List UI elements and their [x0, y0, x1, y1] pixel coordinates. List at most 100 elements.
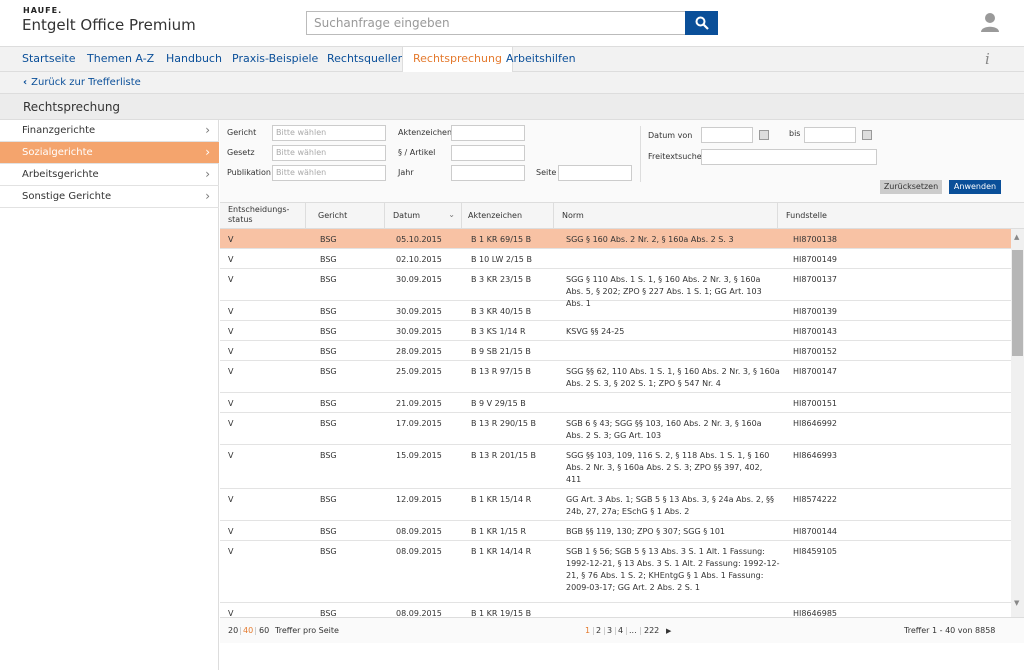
col-datum[interactable]: Datum ⌄: [385, 203, 462, 229]
user-avatar-icon[interactable]: [980, 12, 1000, 32]
page-4[interactable]: 4: [618, 626, 624, 635]
publikation-select[interactable]: Bitte wählen: [272, 165, 386, 181]
filter-panel: Gericht Bitte wählen Gesetz Bitte wählen…: [220, 120, 1024, 203]
table-scrollbar[interactable]: ▲ ▼: [1011, 229, 1024, 617]
cell-datum: 08.09.2015: [396, 547, 442, 556]
cell-norm: GG Art. 3 Abs. 1; SGB 5 § 13 Abs. 3, § 2…: [566, 495, 775, 516]
apply-button[interactable]: Anwenden: [949, 180, 1001, 194]
datum-bis-input[interactable]: [804, 127, 856, 143]
per-page-20[interactable]: 20: [228, 626, 239, 635]
cell-fundstelle: HI8700147: [793, 367, 838, 376]
bis-label: bis: [789, 129, 801, 138]
cell-aktenzeichen: B 3 KR 23/15 B: [471, 275, 532, 284]
jahr-input[interactable]: [451, 165, 525, 181]
back-to-results-link[interactable]: ‹ Zurück zur Trefferliste: [0, 72, 1024, 94]
page-2[interactable]: 2: [596, 626, 602, 635]
cell-gericht: BSG: [320, 547, 337, 556]
cell-status: V: [228, 419, 234, 428]
col-status[interactable]: Entscheidungs- status: [220, 203, 306, 229]
nav-themen[interactable]: Themen A-Z: [87, 52, 155, 65]
per-page-40[interactable]: 40: [243, 626, 254, 635]
col-fundstelle[interactable]: Fundstelle: [786, 211, 827, 220]
cell-fundstelle: HI8700143: [793, 327, 838, 336]
cell-aktenzeichen: B 3 KR 40/15 B: [471, 307, 532, 316]
table-row[interactable]: V BSG 28.09.2015 B 9 SB 21/15 B HI8700152: [220, 341, 1011, 361]
freitext-input[interactable]: [701, 149, 877, 165]
table-row[interactable]: V BSG 15.09.2015 B 13 R 201/15 B SGG §§ 103,…: [220, 445, 1011, 489]
sidebar-item-finanzgerichte[interactable]: Finanzgerichte ›: [0, 120, 219, 142]
cell-norm: SGG §§ 103, 109, 116 S. 2, § 118 Abs. 1 …: [566, 451, 770, 484]
table-row[interactable]: V BSG 08.09.2015 B 1 KR 1/15 R BGB §§ 119, 1…: [220, 521, 1011, 541]
cell-aktenzeichen: B 13 R 97/15 B: [471, 367, 531, 376]
cell-datum: 15.09.2015: [396, 451, 442, 460]
nav-rechtsprechung[interactable]: Rechtsprechung: [402, 47, 513, 72]
info-icon[interactable]: i: [985, 50, 990, 68]
cell-norm: SGB 1 § 56; SGB 5 § 13 Abs. 3 S. 1 Alt. …: [566, 547, 780, 592]
nav-rechtsquellen[interactable]: Rechtsquellen: [327, 52, 405, 65]
gericht-select[interactable]: Bitte wählen: [272, 125, 386, 141]
datum-von-input[interactable]: [701, 127, 753, 143]
cell-norm: SGG § 160 Abs. 2 Nr. 2, § 160a Abs. 2 S.…: [566, 235, 734, 244]
search-icon: [695, 16, 709, 30]
table-row[interactable]: V BSG 12.09.2015 B 1 KR 15/14 R GG Art. 3 Ab…: [220, 489, 1011, 521]
table-row[interactable]: V BSG 02.10.2015 B 10 LW 2/15 B HI8700149: [220, 249, 1011, 269]
col-aktenzeichen[interactable]: Aktenzeichen: [462, 203, 554, 229]
nav-startseite[interactable]: Startseite: [22, 52, 76, 65]
cell-norm: SGB 6 § 43; SGG §§ 103, 160 Abs. 2 Nr. 3…: [566, 419, 762, 440]
page-last[interactable]: 222: [644, 626, 660, 635]
table-row[interactable]: V BSG 25.09.2015 B 13 R 97/15 B SGG §§ 62, 1…: [220, 361, 1011, 393]
nav-praxis-beispiele[interactable]: Praxis-Beispiele: [232, 52, 319, 65]
nav-handbuch[interactable]: Handbuch: [166, 52, 222, 65]
search-input[interactable]: Suchanfrage eingeben: [306, 11, 686, 35]
cell-fundstelle: HI8700138: [793, 235, 838, 244]
nav-arbeitshilfen[interactable]: Arbeitshilfen: [506, 52, 576, 65]
col-datum-label: Datum: [393, 211, 421, 220]
divider: |: [614, 626, 617, 635]
table-row[interactable]: V BSG 21.09.2015 B 9 V 29/15 B HI8700151: [220, 393, 1011, 413]
per-page-60[interactable]: 60: [259, 626, 270, 635]
sidebar-item-sonstige-gerichte[interactable]: Sonstige Gerichte ›: [0, 186, 219, 208]
table-row[interactable]: V BSG 08.09.2015 B 1 KR 19/15 B HI8646985: [220, 603, 1011, 617]
scrollbar-thumb[interactable]: [1012, 250, 1023, 356]
table-row[interactable]: V BSG 30.09.2015 B 3 KS 1/14 R KSVG §§ 24-25…: [220, 321, 1011, 341]
cell-status: V: [228, 367, 234, 376]
gesetz-select[interactable]: Bitte wählen: [272, 145, 386, 161]
cell-gericht: BSG: [320, 327, 337, 336]
sidebar-item-label: Finanzgerichte: [22, 125, 96, 136]
table-row[interactable]: V BSG 08.09.2015 B 1 KR 14/14 R SGB 1 § 56; …: [220, 541, 1011, 603]
chevron-left-icon: ‹: [23, 77, 28, 88]
cell-fundstelle: HI8700152: [793, 347, 838, 356]
cell-status: V: [228, 275, 234, 284]
col-norm[interactable]: Norm: [554, 203, 778, 229]
table-row[interactable]: V BSG 30.09.2015 B 3 KR 23/15 B SGG § 110 Ab…: [220, 269, 1011, 308]
cell-gericht: BSG: [320, 419, 337, 428]
reset-button[interactable]: Zurücksetzen: [880, 180, 942, 194]
search-button[interactable]: [685, 11, 718, 35]
scroll-up-icon[interactable]: ▲: [1014, 233, 1020, 241]
scroll-down-icon[interactable]: ▼: [1014, 599, 1020, 607]
chevron-right-icon: ›: [205, 123, 210, 137]
page-1[interactable]: 1: [585, 626, 591, 635]
next-arrow-icon[interactable]: ▶: [666, 627, 672, 635]
calendar-icon[interactable]: [759, 130, 769, 140]
seite-input[interactable]: [558, 165, 632, 181]
col-gericht[interactable]: Gericht: [306, 203, 385, 229]
cell-gericht: BSG: [320, 275, 337, 284]
cell-gericht: BSG: [320, 347, 337, 356]
sidebar-item-arbeitsgerichte[interactable]: Arbeitsgerichte ›: [0, 164, 219, 186]
table-header: Entscheidungs- status Gericht Datum ⌄ Akt…: [220, 203, 1024, 229]
table-row[interactable]: V BSG 05.10.2015 B 1 KR 69/15 B SGG § 160 Ab…: [220, 229, 1011, 249]
table-row[interactable]: V BSG 17.09.2015 B 13 R 290/15 B SGB 6 § 43;…: [220, 413, 1011, 445]
cell-gericht: BSG: [320, 399, 337, 408]
cell-gericht: BSG: [320, 367, 337, 376]
artikel-input[interactable]: [451, 145, 525, 161]
cell-datum: 25.09.2015: [396, 367, 442, 376]
page-3[interactable]: 3: [607, 626, 613, 635]
chevron-right-icon: ›: [205, 189, 210, 203]
sidebar-item-sozialgerichte[interactable]: Sozialgerichte ›: [0, 142, 219, 164]
table-row[interactable]: V BSG 30.09.2015 B 3 KR 40/15 B HI8700139: [220, 301, 1011, 321]
cell-datum: 30.09.2015: [396, 327, 442, 336]
aktenzeichen-input[interactable]: [451, 125, 525, 141]
cell-datum: 12.09.2015: [396, 495, 442, 504]
calendar-icon[interactable]: [862, 130, 872, 140]
